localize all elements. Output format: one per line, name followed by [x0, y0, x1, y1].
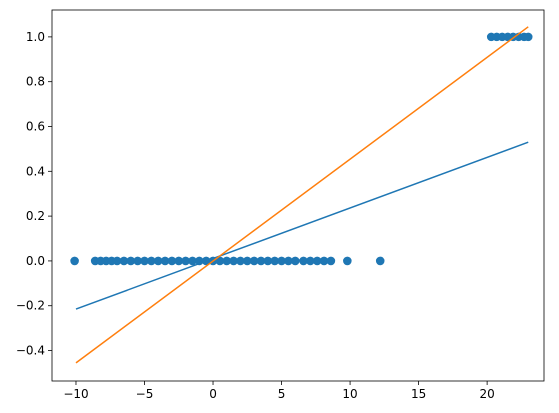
scatter-point: [160, 256, 170, 266]
scatter-point: [133, 256, 142, 266]
x-tick-label: −5: [136, 387, 154, 401]
scatter-point: [70, 256, 79, 266]
scatter-point: [236, 256, 245, 266]
x-tick-label: 10: [342, 387, 357, 401]
axes-frame: [51, 9, 545, 382]
scatter-point: [326, 256, 336, 266]
line: [75, 26, 529, 364]
scatter-point: [270, 256, 280, 266]
scatter-point: [167, 256, 177, 266]
scatter-point: [119, 256, 129, 266]
scatter-point: [153, 256, 163, 266]
y-tick-label: 0.0: [26, 254, 45, 268]
scatter-point: [174, 256, 184, 266]
y-tick-label: 1.0: [26, 30, 45, 44]
y-tick-label: 0.6: [26, 119, 45, 133]
scatter-point: [140, 256, 149, 266]
y-tick-label: 0.4: [26, 164, 45, 178]
scatter-point: [284, 256, 293, 266]
scatter-point: [126, 256, 136, 266]
scatter-point: [299, 256, 308, 266]
line: [75, 141, 529, 310]
scatter-point: [277, 256, 286, 266]
x-tick-label: 15: [411, 387, 426, 401]
scatter-point: [215, 256, 225, 266]
scatter-point: [222, 256, 232, 266]
scatter-point: [375, 256, 385, 266]
y-tick-label: −0.2: [16, 299, 45, 313]
scatter-point: [256, 256, 266, 266]
scatter-point: [181, 256, 190, 266]
y-tick-label: −0.4: [16, 344, 45, 358]
x-tick-label: 5: [278, 387, 286, 401]
scatter-point: [229, 256, 238, 266]
scatter-point: [306, 256, 315, 266]
y-tick-label: 0.8: [26, 75, 45, 89]
scatter-point: [290, 256, 300, 266]
scatter-point: [312, 256, 322, 266]
scatter-point: [523, 32, 533, 42]
scatter-point: [112, 256, 122, 266]
x-tick-label: 20: [479, 387, 494, 401]
scatter-point: [188, 256, 197, 266]
scatter-point: [249, 256, 259, 266]
scatter-point: [242, 256, 252, 266]
scatter-point: [343, 256, 352, 266]
scatter-point: [319, 256, 329, 266]
x-tick-label: 0: [209, 387, 217, 401]
scatter-point: [147, 256, 156, 266]
y-tick-label: 0.2: [26, 209, 45, 223]
scatter-point: [263, 256, 273, 266]
x-tick-label: −10: [63, 387, 88, 401]
